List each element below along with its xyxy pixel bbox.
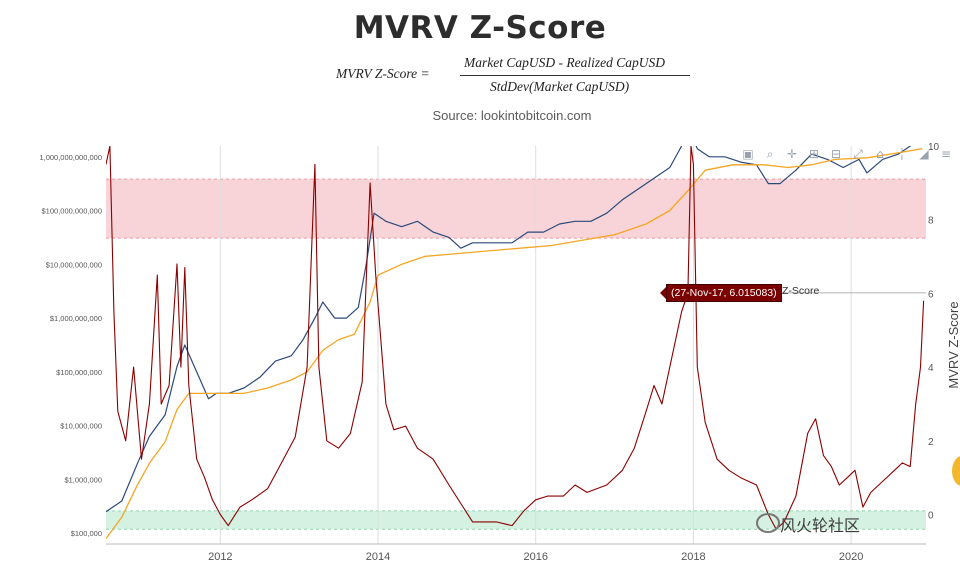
x-tick-label: 2012 <box>208 551 232 563</box>
tooltip-series-label: Z-Score <box>782 285 820 297</box>
page-title: MVRV Z-Score <box>353 10 607 46</box>
y-right-tick-label: 2 <box>928 437 934 448</box>
red-zone-band <box>106 179 926 239</box>
y-right-axis-title: MVRV Z-Score <box>946 301 960 388</box>
spike-lines-icon[interactable]: ╎ <box>898 147 906 161</box>
zoom-in-icon[interactable]: ⊞ <box>808 147 820 161</box>
y-left-tick-label: $100,000 <box>71 529 102 538</box>
source-note: Source: lookintobitcoin.com <box>432 108 592 123</box>
realized-cap-line[interactable] <box>106 148 923 539</box>
y-left-tick-label: $1,000,000 <box>64 475 102 484</box>
y-right-tick-label: 10 <box>928 142 940 153</box>
y-left-tick-label: $10,000,000 <box>60 422 102 431</box>
tooltip-pointer <box>660 287 666 299</box>
x-tick-label: 2014 <box>366 551 390 563</box>
hover-tooltip: (27-Nov-17, 6.015083) <box>666 284 782 302</box>
hover-compare-icon[interactable]: ◢ <box>919 147 929 161</box>
y-right-tick-label: 6 <box>928 289 934 300</box>
hover-closest-icon[interactable]: ≡ <box>940 147 952 161</box>
reset-axes-icon[interactable]: ⌂ <box>876 147 884 161</box>
side-badge <box>952 456 960 486</box>
formula-lhs: MVRV Z-Score = <box>336 66 430 81</box>
y-left-tick-label: $1,000,000,000 <box>50 314 102 323</box>
x-tick-label: 2020 <box>839 551 863 563</box>
y-left-tick-label: $100,000,000,000 <box>42 207 102 216</box>
x-tick-label: 2016 <box>523 551 547 563</box>
zoom-out-icon[interactable]: ⊟ <box>830 147 842 161</box>
y-right-tick-label: 8 <box>928 216 934 227</box>
chart-toolbar: ▣ ⌕ ✛ ⊞ ⊟ ⤢ ⌂ ╎ ◢ ≡ <box>740 146 954 162</box>
camera-icon[interactable]: ▣ <box>742 147 754 161</box>
x-tick-label: 2018 <box>681 551 705 563</box>
autoscale-icon[interactable]: ⤢ <box>853 146 863 161</box>
pan-icon[interactable]: ✛ <box>786 147 798 161</box>
formula: MVRV Z-Score = Market CapUSD - Realized … <box>330 55 710 99</box>
wechat-icon <box>756 513 780 533</box>
y-right-tick-label: 0 <box>928 511 934 522</box>
y-left-tick-label: 1,000,000,000,000 <box>39 153 102 162</box>
formula-fraction-bar <box>460 75 690 76</box>
zoom-icon[interactable]: ⌕ <box>766 146 774 161</box>
formula-denominator: StdDev(Market CapUSD) <box>490 79 630 94</box>
zscore-line[interactable] <box>106 146 925 530</box>
formula-numerator: Market CapUSD - Realized CapUSD <box>464 55 665 70</box>
watermark: 风火轮社区 <box>780 516 861 535</box>
y-left-tick-label: $100,000,000 <box>56 368 102 377</box>
y-right-tick-label: 4 <box>928 363 934 374</box>
y-left-tick-label: $10,000,000,000 <box>46 260 102 269</box>
